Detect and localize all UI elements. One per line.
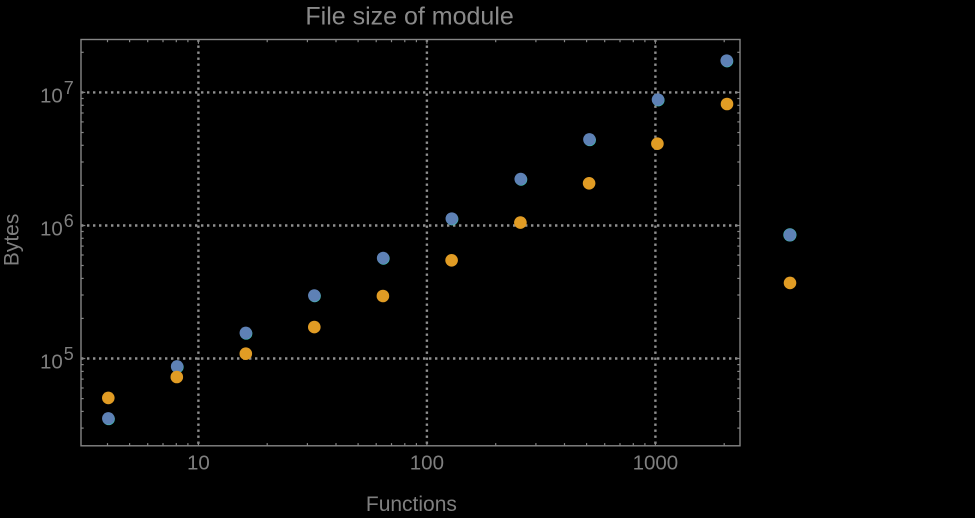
svg-text:10: 10 [187,452,210,475]
svg-text:Functions: Functions [366,493,457,513]
svg-text:1000: 1000 [633,452,679,475]
svg-text:Bytes: Bytes [0,214,23,267]
svg-text:10: 10 [40,217,63,240]
svg-text:10: 10 [40,84,63,107]
svg-text:5: 5 [64,344,74,364]
svg-text:6: 6 [64,211,74,231]
svg-text:File size of module: File size of module [305,3,513,31]
svg-text:7: 7 [64,78,74,98]
svg-text:10: 10 [40,350,63,373]
svg-text:100: 100 [410,452,444,475]
